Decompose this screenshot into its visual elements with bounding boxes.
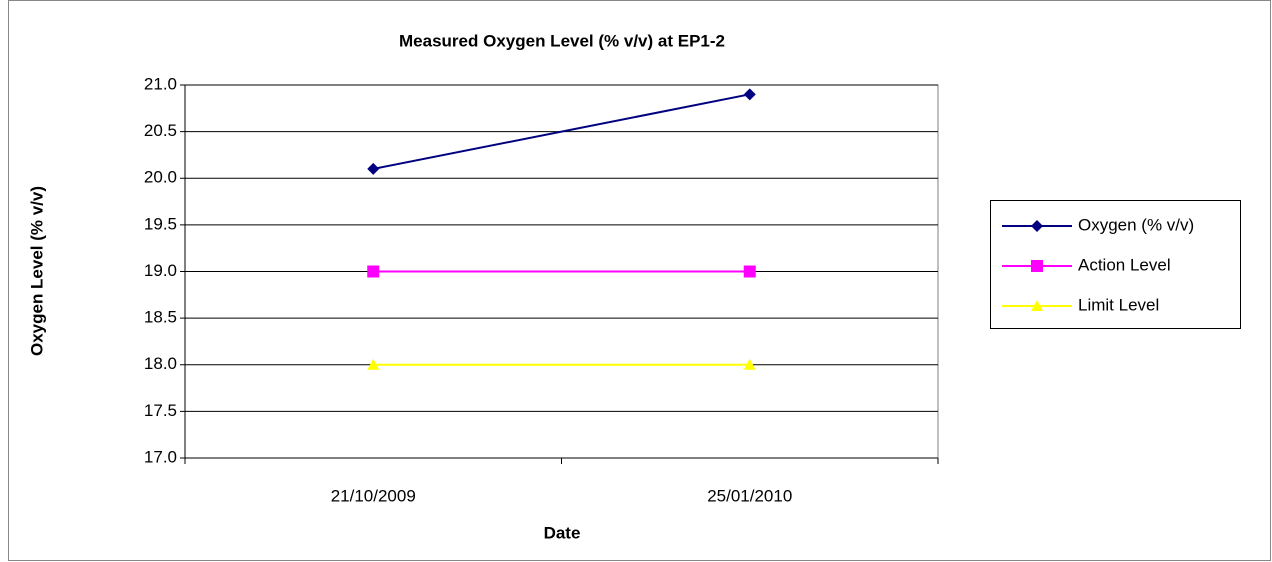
y-tick-label: 20.5 (144, 121, 177, 140)
x-tick-label: 25/01/2010 (707, 486, 792, 505)
chart-title: Measured Oxygen Level (% v/v) at EP1-2 (399, 31, 725, 50)
y-tick-label: 18.0 (144, 354, 177, 373)
legend-label: Limit Level (1078, 295, 1159, 314)
y-tick-label: 17.5 (144, 401, 177, 420)
legend-label: Action Level (1078, 255, 1171, 274)
point-marker (743, 265, 756, 278)
legend-marker (1031, 220, 1043, 232)
y-tick-label: 18.5 (144, 308, 177, 327)
legend-marker (1031, 260, 1043, 272)
point-marker (743, 88, 756, 101)
legend-marker (1031, 300, 1043, 311)
y-tick-label: 20.0 (144, 168, 177, 187)
y-tick-label: 19.0 (144, 261, 177, 280)
y-axis-label: Oxygen Level (% v/v) (27, 186, 46, 356)
y-tick-label: 19.5 (144, 214, 177, 233)
x-axis-label: Date (544, 523, 581, 542)
series-line (373, 93, 750, 170)
point-marker (367, 162, 380, 175)
point-marker (367, 358, 380, 370)
y-tick-label: 17.0 (144, 447, 177, 466)
x-tick-label: 21/10/2009 (331, 486, 416, 505)
y-tick-label: 21.0 (144, 74, 177, 93)
point-marker (367, 265, 380, 278)
legend-label: Oxygen (% v/v) (1078, 215, 1194, 234)
point-marker (743, 358, 756, 370)
